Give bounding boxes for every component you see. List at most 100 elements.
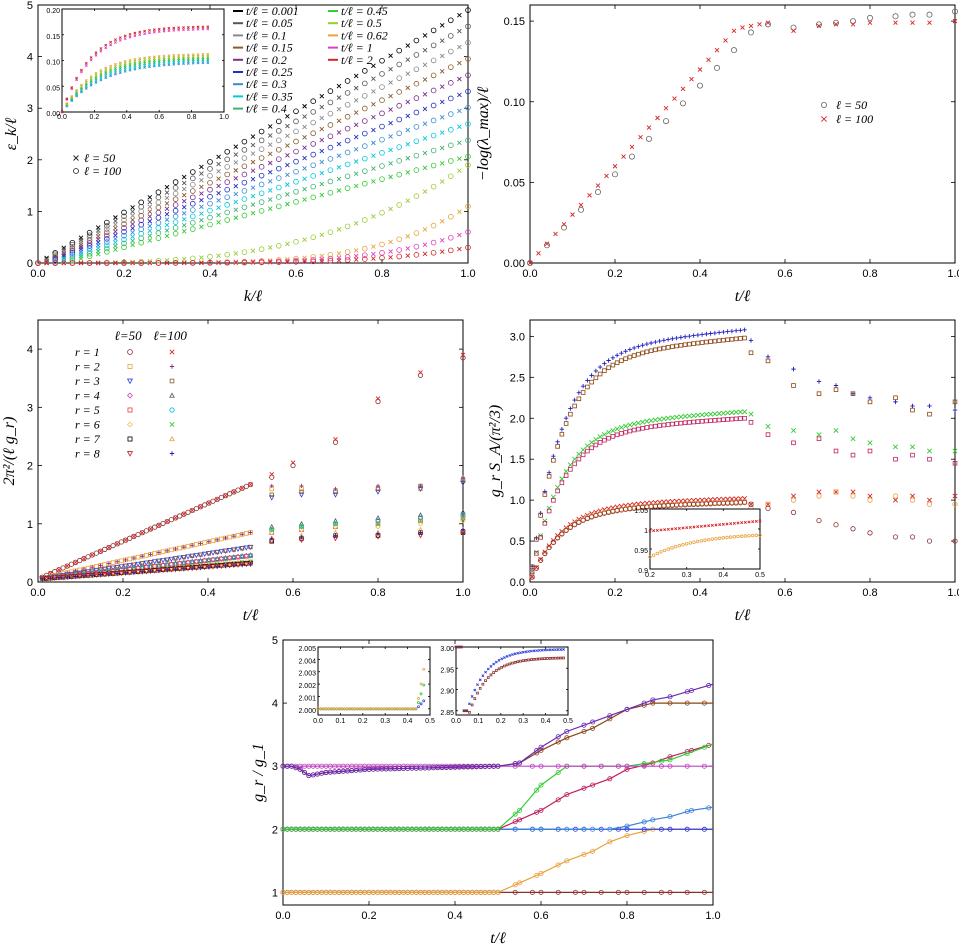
point bbox=[708, 339, 713, 344]
point bbox=[214, 496, 220, 502]
point bbox=[275, 184, 282, 191]
legend-marker bbox=[127, 421, 133, 428]
point bbox=[648, 418, 654, 424]
point bbox=[247, 552, 254, 558]
point bbox=[602, 368, 607, 373]
point bbox=[250, 185, 256, 190]
point bbox=[610, 355, 616, 360]
point bbox=[439, 99, 445, 105]
point bbox=[104, 235, 110, 242]
point bbox=[555, 826, 561, 832]
point bbox=[267, 258, 273, 263]
point bbox=[375, 489, 381, 495]
point bbox=[610, 434, 616, 439]
point bbox=[299, 524, 304, 530]
point bbox=[833, 19, 840, 26]
point bbox=[302, 166, 307, 171]
point bbox=[130, 213, 135, 219]
point bbox=[121, 232, 127, 239]
point bbox=[447, 64, 454, 70]
point bbox=[893, 395, 898, 401]
point bbox=[689, 76, 694, 82]
x-tick-label: 0.2 bbox=[496, 718, 506, 725]
point bbox=[327, 251, 334, 258]
point bbox=[215, 549, 220, 555]
point bbox=[952, 461, 958, 466]
x-axis-label: t/ℓ bbox=[735, 288, 751, 305]
point bbox=[742, 499, 748, 506]
y-tick-label: 0.15 bbox=[46, 34, 60, 41]
point bbox=[652, 417, 658, 423]
point bbox=[892, 493, 899, 499]
inset-point bbox=[721, 522, 725, 526]
x-tick-label: 0.6 bbox=[285, 587, 300, 599]
y-tick-label: 2.003 bbox=[298, 671, 316, 678]
point bbox=[44, 259, 49, 265]
inset-point bbox=[80, 83, 83, 87]
point bbox=[417, 512, 424, 518]
x-tick-label: 0.8 bbox=[374, 268, 389, 280]
point bbox=[310, 119, 317, 126]
point bbox=[231, 534, 236, 539]
point bbox=[224, 171, 231, 178]
point bbox=[190, 226, 196, 232]
point bbox=[379, 150, 385, 156]
inset-point bbox=[60, 110, 64, 114]
point bbox=[164, 211, 170, 217]
point bbox=[176, 566, 183, 573]
point bbox=[247, 481, 254, 488]
x-tick-label: 0.0 bbox=[30, 587, 45, 599]
point bbox=[640, 350, 645, 356]
point bbox=[319, 126, 325, 132]
point bbox=[413, 193, 420, 199]
point bbox=[585, 378, 590, 383]
inset-point bbox=[177, 28, 181, 32]
point bbox=[269, 471, 275, 477]
x-tick-label: 0.0 bbox=[313, 718, 323, 725]
point bbox=[267, 206, 273, 211]
point bbox=[233, 199, 239, 205]
point bbox=[69, 250, 76, 256]
point bbox=[658, 889, 664, 895]
point bbox=[56, 575, 61, 580]
inset-point bbox=[162, 29, 166, 33]
point bbox=[244, 531, 249, 536]
point bbox=[559, 531, 565, 537]
inset-point bbox=[736, 534, 740, 539]
point bbox=[952, 501, 958, 507]
point bbox=[327, 229, 334, 235]
point bbox=[555, 763, 561, 769]
point bbox=[267, 151, 273, 157]
point bbox=[791, 440, 796, 446]
point bbox=[293, 118, 299, 125]
inset-point bbox=[128, 35, 132, 39]
inset-point bbox=[710, 523, 714, 527]
point bbox=[60, 575, 66, 581]
inset-point bbox=[182, 26, 185, 29]
point bbox=[123, 537, 128, 543]
inset-point bbox=[677, 526, 681, 530]
point bbox=[250, 258, 256, 264]
point bbox=[606, 435, 611, 441]
inset-point bbox=[688, 541, 693, 545]
point bbox=[706, 805, 712, 811]
point bbox=[138, 208, 145, 215]
point bbox=[181, 555, 186, 560]
inset-point bbox=[206, 27, 210, 31]
inset-point bbox=[70, 86, 74, 89]
legend-marker bbox=[169, 451, 175, 456]
y-tick-label: 0.10 bbox=[504, 97, 525, 109]
series-r=5 bbox=[280, 742, 714, 832]
point bbox=[457, 209, 462, 215]
inset-point bbox=[685, 526, 689, 530]
legend-marker bbox=[821, 116, 827, 122]
point bbox=[285, 258, 290, 264]
point bbox=[110, 543, 116, 549]
y-tick-label: 1 bbox=[272, 887, 278, 899]
point bbox=[344, 223, 351, 230]
point bbox=[181, 559, 187, 565]
point bbox=[214, 496, 220, 502]
point bbox=[241, 179, 248, 186]
inset-point bbox=[84, 79, 88, 82]
